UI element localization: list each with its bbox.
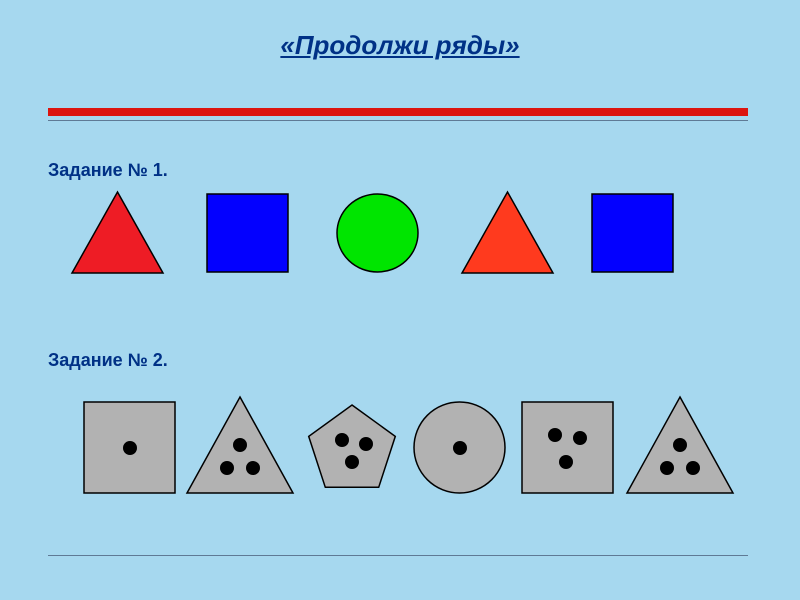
- page-title: «Продолжи ряды»: [0, 30, 800, 61]
- circle-shape: [335, 192, 420, 274]
- pentagon-shape: [302, 400, 402, 495]
- divider-thin-bottom: [48, 555, 748, 556]
- square-shape: [82, 400, 177, 495]
- divider-thin-top: [48, 120, 748, 121]
- circle-shape: [412, 400, 507, 495]
- task1-label: Задание № 1.: [48, 160, 168, 181]
- divider-red: [48, 108, 748, 116]
- square-shape: [590, 192, 675, 274]
- triangle-shape: [460, 190, 555, 275]
- triangle-shape: [625, 395, 735, 495]
- square-shape: [205, 192, 290, 274]
- task2-label: Задание № 2.: [48, 350, 168, 371]
- triangle-shape: [70, 190, 165, 275]
- square-shape: [520, 400, 615, 495]
- triangle-shape: [185, 395, 295, 495]
